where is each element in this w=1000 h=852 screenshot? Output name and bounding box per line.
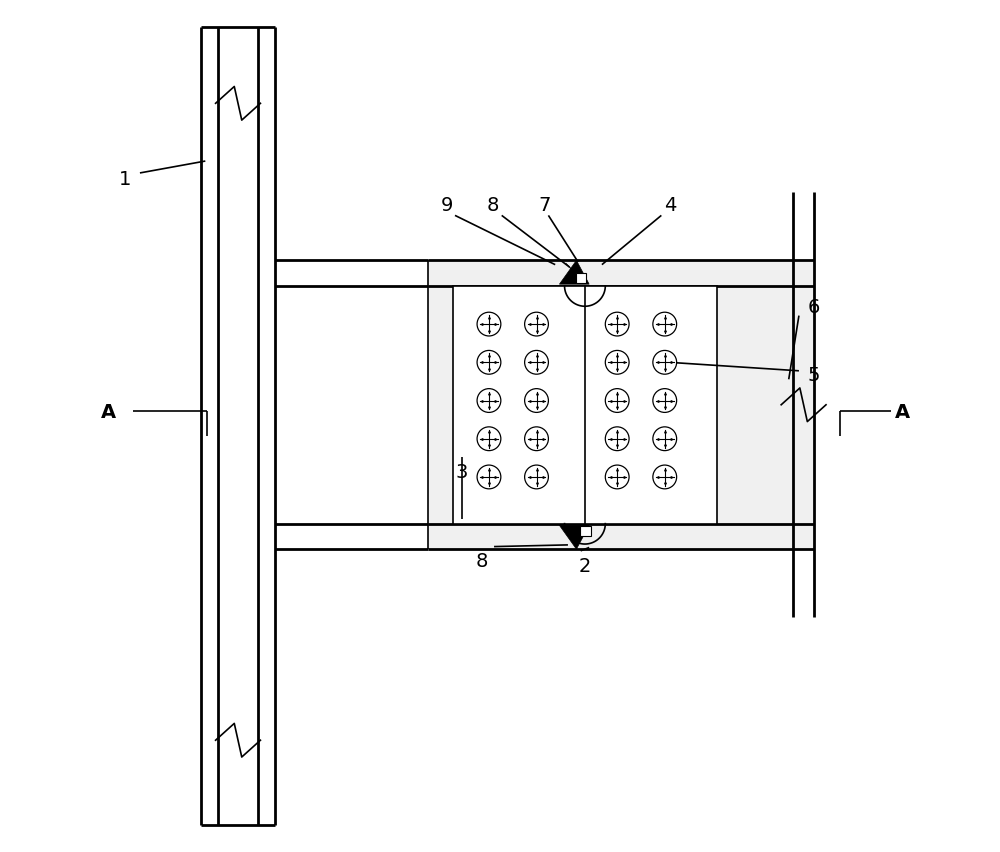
Circle shape (525, 389, 548, 412)
Circle shape (605, 389, 629, 412)
Circle shape (477, 312, 501, 336)
Text: 1: 1 (118, 170, 131, 189)
Bar (428, 261, 814, 550)
Bar (576, 273, 586, 284)
Text: 8: 8 (475, 552, 488, 572)
Circle shape (477, 389, 501, 412)
Bar (580, 527, 591, 536)
Text: 3: 3 (456, 463, 468, 482)
Text: 5: 5 (808, 366, 820, 384)
Circle shape (653, 350, 677, 374)
Text: 6: 6 (808, 297, 820, 317)
Text: 7: 7 (538, 196, 550, 215)
Circle shape (525, 427, 548, 451)
Circle shape (653, 465, 677, 489)
Circle shape (477, 427, 501, 451)
Circle shape (525, 312, 548, 336)
Bar (453, 286, 717, 524)
Circle shape (653, 312, 677, 336)
Polygon shape (559, 526, 589, 550)
Circle shape (653, 427, 677, 451)
Text: A: A (101, 403, 116, 422)
Text: 2: 2 (579, 556, 591, 576)
Text: 4: 4 (664, 196, 676, 215)
Text: 8: 8 (487, 196, 499, 215)
Polygon shape (559, 261, 589, 285)
Circle shape (653, 389, 677, 412)
Circle shape (605, 350, 629, 374)
Circle shape (477, 350, 501, 374)
Circle shape (605, 427, 629, 451)
Circle shape (605, 465, 629, 489)
Circle shape (525, 465, 548, 489)
Circle shape (525, 350, 548, 374)
Text: A: A (895, 403, 910, 422)
Circle shape (477, 465, 501, 489)
Circle shape (605, 312, 629, 336)
Text: 9: 9 (440, 196, 453, 215)
